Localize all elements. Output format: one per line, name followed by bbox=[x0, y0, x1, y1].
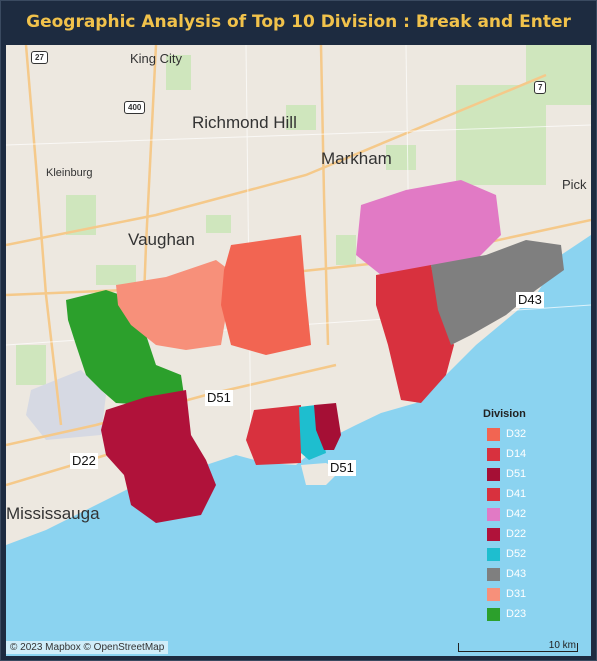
legend-swatch bbox=[487, 567, 500, 581]
place-label: Mississauga bbox=[6, 504, 100, 523]
division-label: D22 bbox=[70, 453, 98, 469]
legend-label: D14 bbox=[506, 448, 527, 460]
map-view[interactable]: King City Richmond Hill Markham Kleinbur… bbox=[6, 45, 591, 656]
legend-swatch bbox=[487, 447, 500, 461]
place-label: Richmond Hill bbox=[192, 113, 297, 132]
cluster-d23 bbox=[66, 290, 184, 405]
legend-item[interactable]: D31 bbox=[483, 584, 563, 604]
legend: Division D32 D14 D51 D41 D42 D22 D52 D43 D31 D23 bbox=[483, 408, 563, 624]
legend-item[interactable]: D43 bbox=[483, 564, 563, 584]
division-label: D43 bbox=[516, 292, 544, 308]
legend-label: D42 bbox=[506, 508, 527, 520]
legend-swatch bbox=[487, 427, 500, 441]
cluster-d31 bbox=[116, 260, 236, 350]
cluster-d41 bbox=[376, 265, 454, 403]
lake-ontario bbox=[6, 235, 591, 656]
division-label: D51 bbox=[328, 460, 356, 476]
cluster-d51 bbox=[314, 403, 341, 450]
legend-swatch bbox=[487, 507, 500, 521]
legend-item[interactable]: D32 bbox=[483, 424, 563, 444]
highway-shield: 27 bbox=[31, 51, 48, 64]
division-label: D51 bbox=[205, 390, 233, 406]
legend-item[interactable]: D42 bbox=[483, 504, 563, 524]
legend-label: D23 bbox=[506, 608, 527, 620]
legend-swatch bbox=[487, 527, 500, 541]
basemap bbox=[6, 45, 591, 656]
legend-item[interactable]: D51 bbox=[483, 464, 563, 484]
highway-shield: 7 bbox=[534, 81, 547, 94]
cluster-d43 bbox=[431, 240, 564, 345]
legend-swatch bbox=[487, 487, 500, 501]
legend-label: D51 bbox=[506, 468, 527, 480]
legend-swatch bbox=[487, 467, 500, 481]
cluster-d42 bbox=[356, 180, 501, 275]
legend-title: Division bbox=[483, 408, 526, 420]
map-attribution[interactable]: © 2023 Mapbox © OpenStreetMap bbox=[6, 641, 169, 654]
legend-swatch bbox=[487, 607, 500, 621]
cluster-d22 bbox=[101, 390, 216, 523]
cluster-d14 bbox=[246, 405, 301, 465]
legend-item[interactable]: D52 bbox=[483, 544, 563, 564]
legend-label: D41 bbox=[506, 488, 527, 500]
legend-item[interactable]: D22 bbox=[483, 524, 563, 544]
legend-label: D52 bbox=[506, 548, 527, 560]
dashboard-title: Geographic Analysis of Top 10 Division :… bbox=[26, 12, 571, 32]
legend-item[interactable]: D41 bbox=[483, 484, 563, 504]
legend-item[interactable]: D14 bbox=[483, 444, 563, 464]
division-clusters[interactable] bbox=[66, 180, 564, 523]
place-label: Vaughan bbox=[128, 230, 195, 249]
legend-label: D31 bbox=[506, 588, 527, 600]
legend-label: D43 bbox=[506, 568, 527, 580]
scale-label: 10 km bbox=[548, 640, 576, 651]
scale-bar: 10 km bbox=[458, 638, 578, 652]
place-label: Kleinburg bbox=[46, 167, 93, 179]
legend-swatch bbox=[487, 587, 500, 601]
place-label: Pick bbox=[562, 177, 587, 192]
place-label: Markham bbox=[321, 149, 392, 168]
legend-swatch bbox=[487, 547, 500, 561]
legend-label: D22 bbox=[506, 528, 527, 540]
legend-label: D32 bbox=[506, 428, 527, 440]
highway-shield: 400 bbox=[124, 101, 146, 114]
cluster-d32 bbox=[221, 235, 311, 355]
place-label: King City bbox=[130, 51, 183, 66]
legend-item[interactable]: D23 bbox=[483, 604, 563, 624]
parks-layer bbox=[16, 45, 591, 385]
airport-area bbox=[26, 370, 106, 440]
cluster-d52 bbox=[299, 405, 326, 460]
